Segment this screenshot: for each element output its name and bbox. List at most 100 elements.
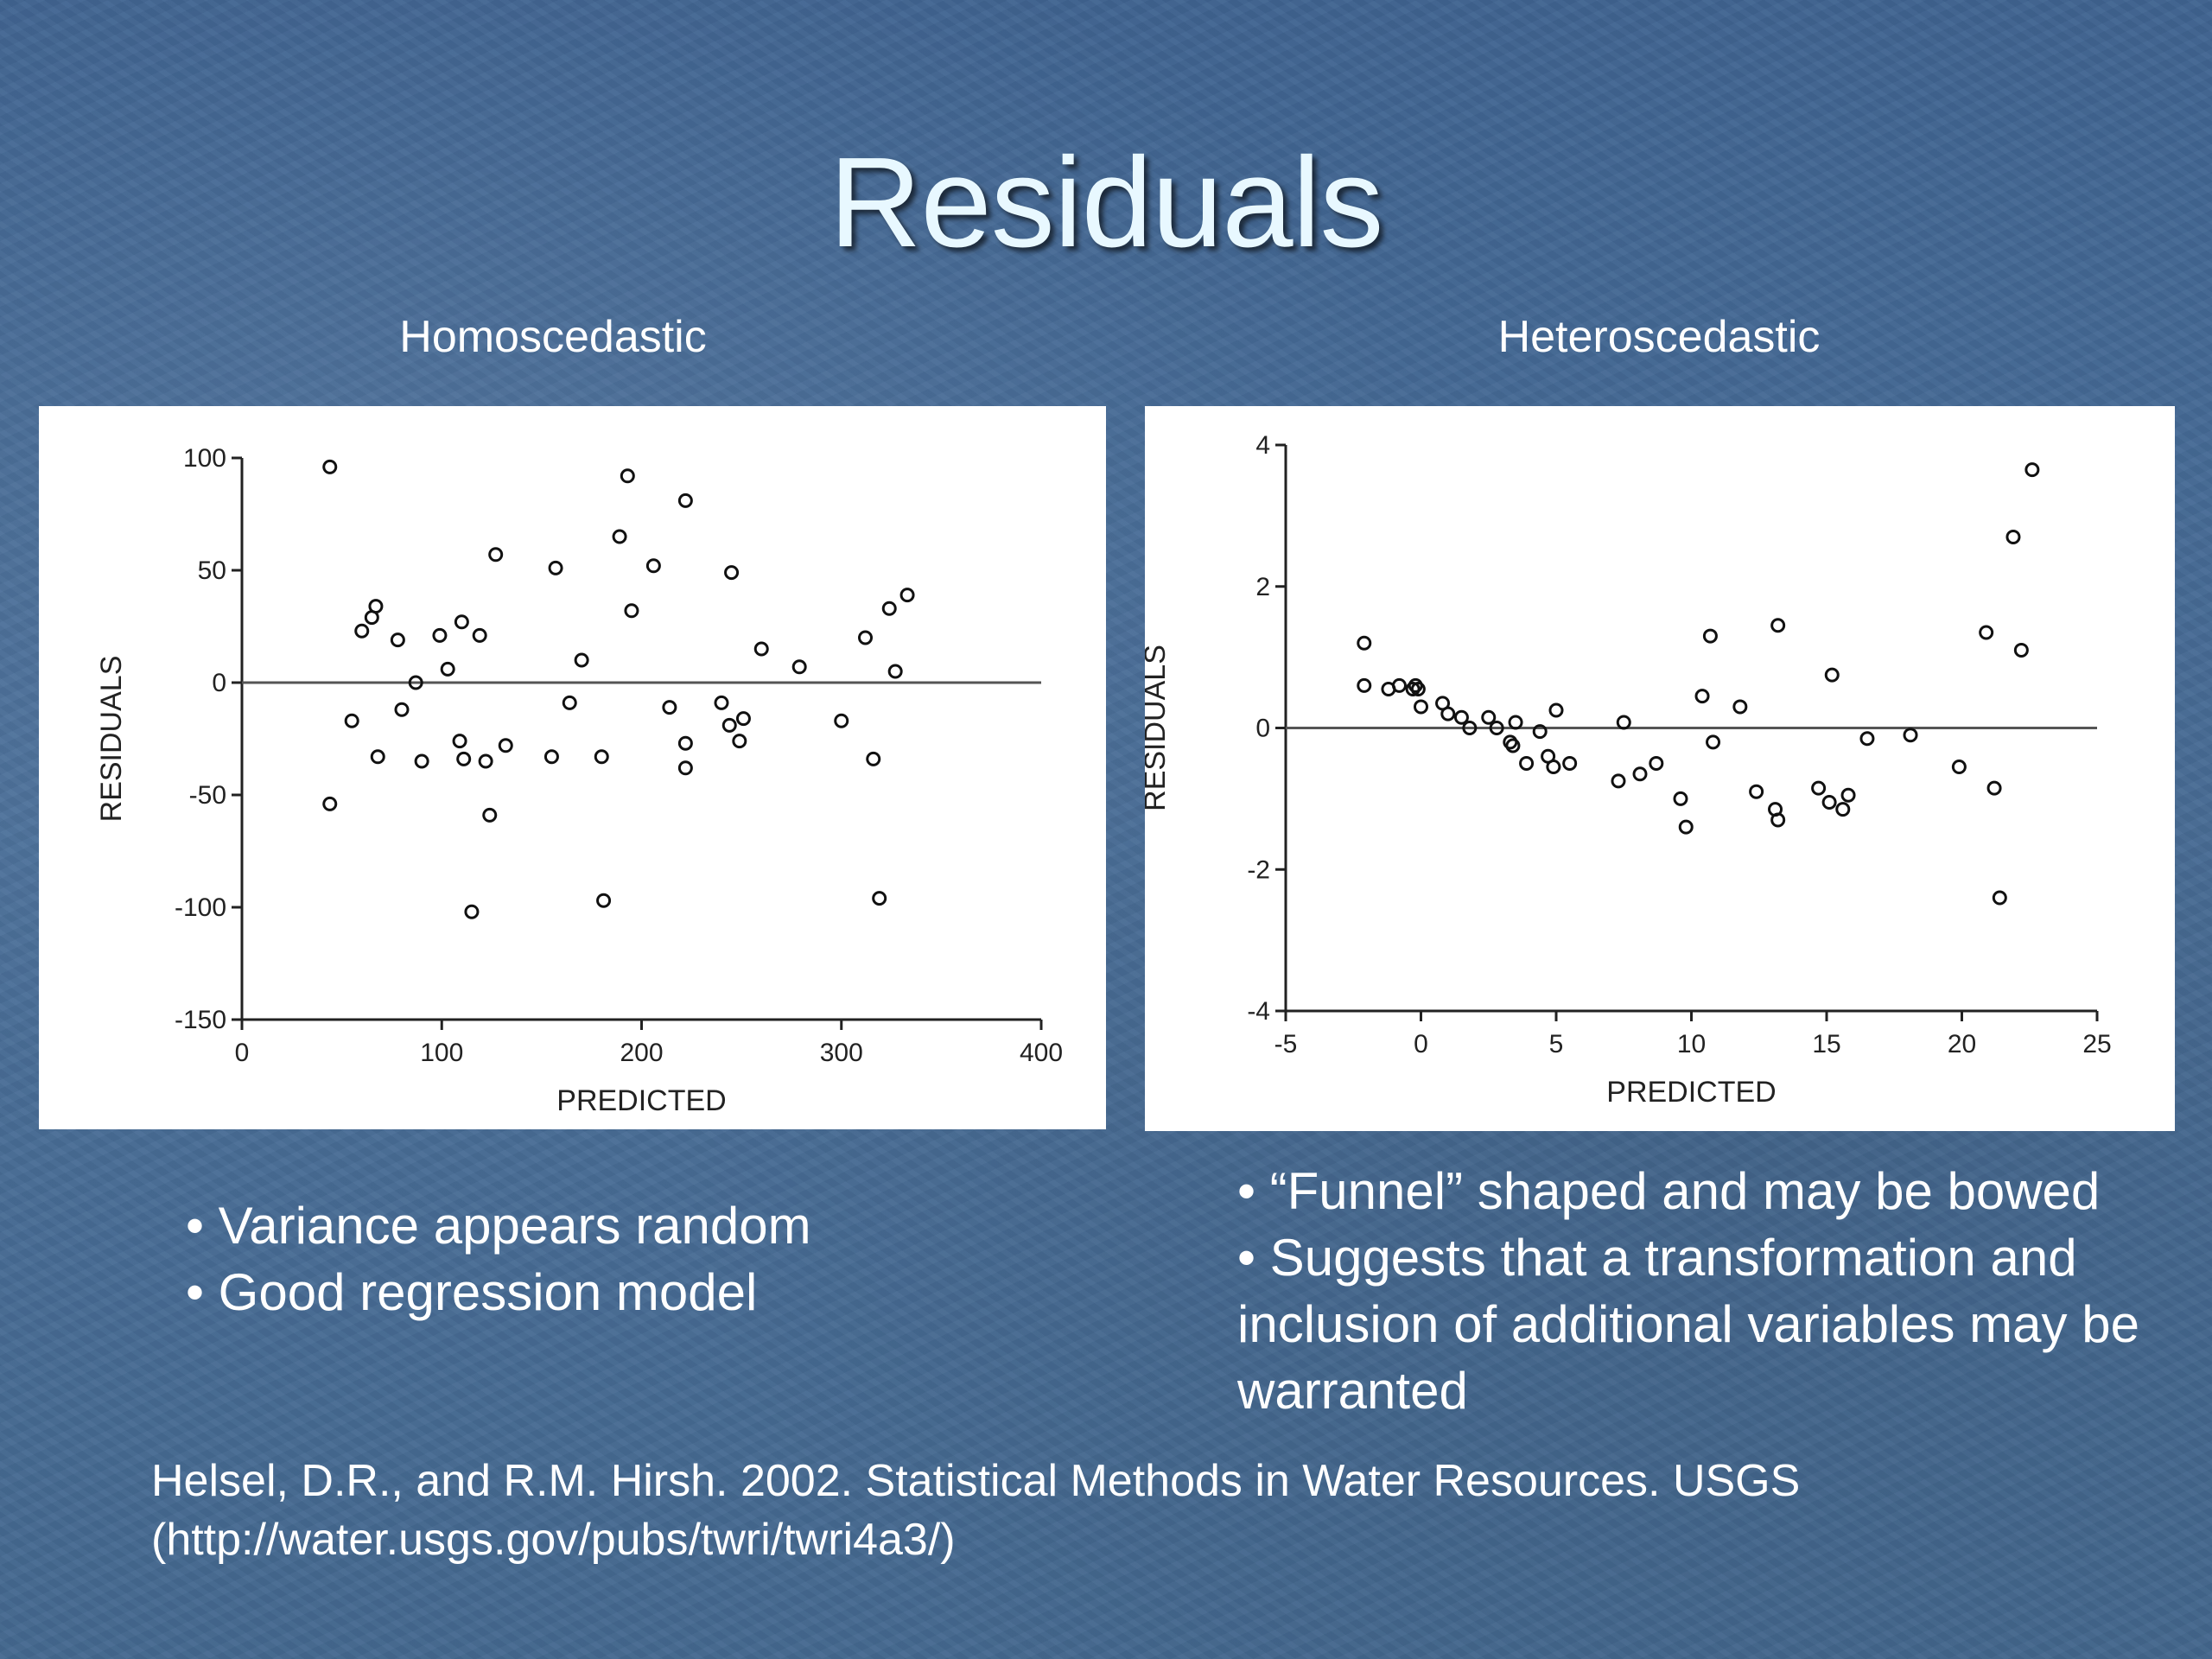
x-tick-label: 300 — [820, 1039, 863, 1067]
data-point — [624, 603, 639, 619]
x-tick-label: 200 — [620, 1039, 663, 1067]
data-point — [1732, 699, 1748, 715]
homoscedastic-scatter-chart: 0 100 200 300 400 -150 -100 -50 0 50 100 PREDICTED R… — [95, 444, 1063, 1117]
data-point — [432, 627, 448, 643]
left-bullet-list: • Variance appears random • Good regress… — [186, 1192, 1050, 1325]
x-tick-label: 5 — [1549, 1030, 1564, 1058]
y-tick-label: 50 — [198, 556, 226, 585]
data-point — [899, 588, 915, 603]
data-point — [1357, 677, 1372, 693]
data-point — [344, 713, 359, 728]
data-point — [2005, 529, 2021, 544]
data-point — [724, 565, 740, 581]
data-point — [1859, 731, 1875, 747]
data-point — [714, 695, 729, 710]
bullet-transformation-suggested: • Suggests that a transformation and inc… — [1237, 1229, 2139, 1420]
x-axis-title: PREDICTED — [1606, 1076, 1776, 1109]
citation-line-1: Helsel, D.R., and R.M. Hirsh. 2002. Stat… — [151, 1456, 1801, 1506]
y-tick-label: 2 — [1255, 573, 1270, 601]
data-point — [1532, 724, 1548, 740]
y-tick-label: 4 — [1255, 431, 1270, 460]
y-tick-label: 0 — [212, 669, 226, 697]
data-point — [1508, 715, 1523, 730]
data-point — [721, 717, 737, 733]
data-point — [881, 601, 897, 616]
data-point — [887, 664, 903, 679]
heteroscedastic-scatter-chart: -5 0 5 10 15 20 25 -4 -2 0 2 4 PREDICTED RESIDUALS — [1145, 431, 2112, 1109]
data-point — [464, 904, 480, 919]
x-tick-label: 0 — [1414, 1030, 1428, 1058]
data-point — [732, 734, 747, 749]
data-point — [662, 700, 677, 715]
data-point — [677, 493, 693, 508]
data-point — [1986, 780, 2002, 796]
data-point — [677, 735, 693, 751]
data-point — [1706, 734, 1721, 750]
data-point — [1546, 760, 1561, 775]
data-point — [612, 529, 627, 544]
data-point — [1357, 635, 1372, 651]
data-point — [1414, 699, 1428, 715]
homoscedastic-heading: Homoscedastic — [399, 312, 707, 362]
data-point — [472, 627, 487, 643]
data-point — [548, 560, 563, 575]
data-point — [370, 749, 385, 765]
data-point — [456, 751, 472, 766]
data-point — [482, 807, 498, 823]
data-point — [1811, 780, 1827, 796]
data-point — [1632, 766, 1648, 782]
data-point — [1702, 628, 1718, 644]
data-point — [834, 713, 849, 728]
data-point — [478, 753, 493, 769]
y-tick-label: -4 — [1247, 997, 1270, 1026]
y-tick-label: -100 — [175, 893, 226, 922]
y-axis-title: RESIDUALS — [1145, 645, 1172, 811]
data-point — [1440, 706, 1456, 721]
data-point — [1821, 794, 1837, 810]
data-point — [1951, 760, 1967, 775]
data-point — [1749, 784, 1764, 799]
citation: Helsel, D.R., and R.M. Hirsh. 2002. Stat… — [151, 1452, 2139, 1569]
data-point — [594, 749, 609, 765]
data-point — [574, 652, 589, 668]
data-point — [1992, 890, 2007, 906]
data-point — [1548, 702, 1564, 718]
x-tick-label: 100 — [420, 1039, 463, 1067]
bullet-variance-random: • Variance appears random — [186, 1197, 811, 1255]
data-point — [408, 675, 423, 690]
data-point — [1979, 625, 1994, 640]
data-point — [1410, 681, 1426, 696]
data-point — [1453, 709, 1469, 725]
data-point — [791, 659, 807, 675]
x-tick-label: 400 — [1020, 1039, 1063, 1067]
heteroscedastic-chart-panel: -5 0 5 10 15 20 25 -4 -2 0 2 4 PREDICTED RESIDUALS — [1145, 406, 2175, 1131]
y-tick-label: -50 — [189, 781, 226, 810]
slide-title: Residuals — [829, 131, 1384, 274]
data-point — [414, 753, 429, 769]
data-point — [1694, 689, 1710, 704]
data-point — [1489, 721, 1504, 735]
data-point — [394, 702, 410, 717]
y-axis-title: RESIDUALS — [95, 656, 128, 823]
data-point — [1481, 709, 1497, 725]
data-point — [596, 893, 612, 908]
data-point — [677, 760, 693, 776]
x-tick-label: 15 — [1812, 1030, 1840, 1058]
citation-url: (http://water.usgs.gov/pubs/twri/twri4a3… — [151, 1515, 956, 1565]
data-point — [488, 547, 504, 563]
data-point — [368, 599, 384, 614]
data-point — [1611, 773, 1626, 789]
data-point — [620, 468, 635, 484]
data-point — [866, 751, 881, 766]
data-point — [872, 891, 887, 906]
data-point — [645, 558, 661, 574]
data-point — [1678, 819, 1694, 835]
y-tick-label: -2 — [1247, 855, 1270, 884]
data-point — [1770, 812, 1786, 828]
x-tick-label: 0 — [235, 1039, 250, 1067]
data-point — [1562, 755, 1578, 771]
bullet-funnel-shaped: • “Funnel” shaped and may be bowed — [1237, 1162, 2101, 1220]
data-point — [1462, 721, 1478, 735]
right-bullet-list: • “Funnel” shaped and may be bowed • Sug… — [1237, 1158, 2196, 1424]
data-point — [454, 614, 469, 630]
